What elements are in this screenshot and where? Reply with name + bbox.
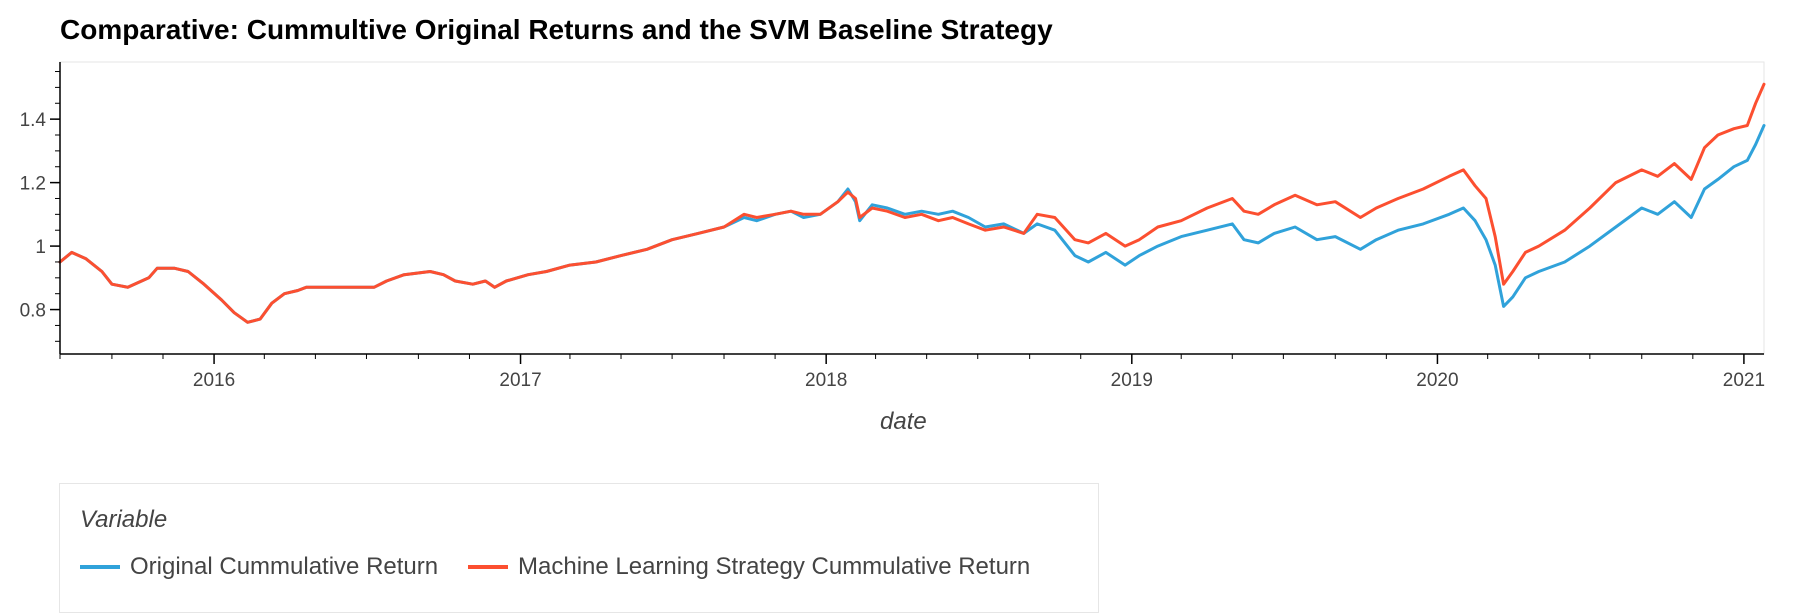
legend: Variable Original Cummulative Return Mac… <box>59 483 1099 613</box>
legend-entry-original[interactable]: Original Cummulative Return <box>80 552 438 582</box>
plot-frame <box>59 61 1765 355</box>
line-chart: 2016 2017 2018 2019 2020 2021 0.8 1 1.2 1.4 <box>20 61 1766 391</box>
axis-layer: 2016 2017 2018 2019 2020 2021 0.8 1 1.2 1.4 <box>20 71 1765 391</box>
series-layer <box>58 82 1766 324</box>
x-tick-label: 2017 <box>499 370 541 391</box>
legend-swatch-original <box>80 565 120 569</box>
legend-label-strategy: Machine Learning Strategy Cummulative Re… <box>518 553 1031 580</box>
legend-label-original: Original Cummulative Return <box>130 553 439 580</box>
y-tick-label: 1.2 <box>20 174 46 195</box>
y-tick-label: 1.4 <box>20 110 47 131</box>
x-tick-label: 2016 <box>193 370 235 391</box>
y-tick-label: 0.8 <box>20 301 46 322</box>
series-line-strategy <box>58 82 1766 324</box>
legend-swatch-strategy <box>468 565 508 569</box>
x-tick-label: 2018 <box>805 370 847 391</box>
y-tick-label: 1 <box>35 237 46 258</box>
chart-title: Comparative: Cummultive Original Returns… <box>60 14 1053 45</box>
x-tick-label: 2021 <box>1723 370 1765 391</box>
legend-title: Variable <box>80 506 168 533</box>
x-tick-label: 2019 <box>1111 370 1153 391</box>
legend-entry-strategy[interactable]: Machine Learning Strategy Cummulative Re… <box>468 552 1030 582</box>
x-axis-label: date <box>880 408 927 435</box>
x-tick-label: 2020 <box>1416 370 1458 391</box>
